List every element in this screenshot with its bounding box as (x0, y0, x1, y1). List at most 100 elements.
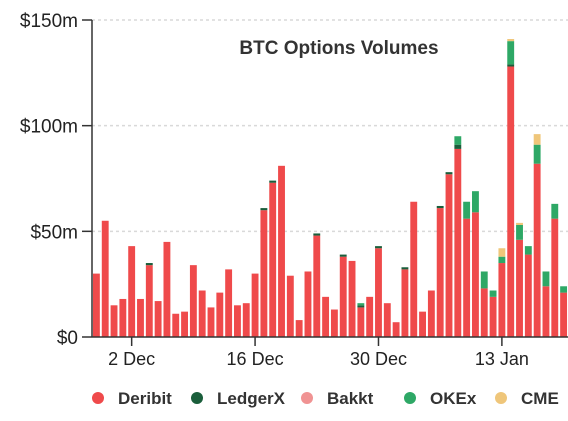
bar-ledgerx-32 (375, 246, 382, 249)
y-tick-label: $100m (20, 117, 78, 138)
legend-label-deribit: Deribit (118, 389, 172, 408)
bar-deribit-35 (401, 269, 409, 337)
bar-deribit-43 (472, 212, 479, 337)
bar-ledgerx-40 (445, 172, 453, 175)
legend-label-cme: CME (521, 389, 559, 408)
bar-okex-46 (498, 256, 506, 264)
bar-deribit-47 (507, 66, 515, 337)
chart-title: BTC Options Volumes (239, 38, 438, 59)
bars (92, 39, 568, 337)
bar-deribit-40 (445, 174, 453, 337)
bar-deribit-18 (251, 273, 259, 337)
bar-deribit-7 (154, 301, 162, 337)
bar-okex-51 (542, 271, 550, 287)
x-tick-label: 13 Jan (475, 349, 529, 369)
bar-ledgerx-41 (454, 144, 462, 149)
bar-okex-45 (489, 290, 497, 297)
bar-deribit-33 (383, 303, 391, 337)
bar-deribit-49 (524, 254, 532, 337)
bar-deribit-23 (295, 320, 303, 337)
x-tick-label: 16 Dec (227, 349, 284, 369)
x-tick-label: 2 Dec (108, 349, 155, 369)
bar-cme-50 (533, 134, 541, 145)
bar-deribit-5 (137, 298, 144, 337)
bar-okex-49 (524, 246, 532, 255)
bar-deribit-14 (216, 292, 224, 337)
bar-ledgerx-6 (145, 263, 153, 266)
bar-ledgerx-35 (401, 267, 409, 270)
y-axis: $0 $50m $100m $150m (20, 11, 93, 349)
bar-deribit-9 (172, 313, 180, 337)
bar-deribit-27 (330, 309, 338, 337)
bar-deribit-11 (189, 265, 197, 337)
bar-okex-52 (551, 203, 559, 219)
bar-deribit-36 (410, 201, 418, 337)
bar-deribit-6 (145, 265, 153, 337)
bar-deribit-44 (480, 288, 488, 337)
legend-label-okex: OKEx (430, 389, 477, 408)
bar-okex-53 (560, 286, 568, 293)
bar-deribit-25 (313, 235, 321, 337)
bar-deribit-29 (348, 260, 356, 337)
bar-deribit-34 (392, 322, 400, 337)
bar-deribit-0 (92, 273, 100, 337)
x-axis: 2 Dec 16 Dec 30 Dec 13 Jan (92, 336, 568, 369)
bar-deribit-4 (128, 246, 136, 337)
bar-cme-46 (498, 248, 506, 257)
bar-ledgerx-39 (436, 205, 444, 209)
bar-deribit-32 (375, 248, 382, 337)
bar-okex-44 (480, 271, 488, 289)
y-tick-label: $150m (20, 11, 78, 32)
grid (92, 19, 568, 233)
y-tick-label: $50m (30, 222, 78, 243)
bar-ledgerx-28 (339, 254, 347, 257)
bar-deribit-50 (533, 163, 541, 337)
bar-ledgerx-30 (357, 305, 365, 308)
bar-okex-47 (507, 41, 515, 65)
bar-deribit-42 (463, 218, 471, 337)
x-tick-label: 30 Dec (350, 349, 407, 369)
bar-okex-42 (463, 201, 471, 219)
bar-deribit-38 (427, 290, 435, 337)
bar-deribit-37 (419, 311, 426, 337)
bar-deribit-28 (339, 256, 347, 337)
bar-deribit-39 (436, 208, 444, 337)
bar-cme-47 (507, 39, 515, 42)
bar-deribit-17 (242, 303, 250, 337)
bar-deribit-8 (163, 241, 171, 337)
legend-label-ledgerx: LedgerX (217, 389, 286, 408)
bar-deribit-1 (101, 220, 109, 337)
bar-ledgerx-19 (260, 208, 268, 211)
bar-deribit-10 (181, 311, 188, 337)
bar-deribit-13 (207, 307, 215, 337)
legend-marker-ledgerx (191, 392, 203, 404)
bar-deribit-53 (560, 292, 568, 337)
bar-deribit-20 (269, 182, 277, 337)
bar-deribit-12 (198, 290, 206, 337)
legend-marker-cme (495, 392, 507, 404)
bar-deribit-48 (516, 239, 523, 337)
bar-deribit-15 (225, 269, 233, 337)
bar-deribit-24 (304, 271, 312, 337)
bar-deribit-3 (119, 298, 127, 337)
bar-deribit-30 (357, 307, 365, 337)
bar-ledgerx-47 (507, 64, 515, 67)
bar-deribit-51 (542, 286, 550, 337)
legend-marker-deribit (92, 392, 104, 404)
bar-ledgerx-25 (313, 233, 321, 236)
bar-deribit-26 (322, 296, 330, 337)
bar-deribit-22 (286, 275, 294, 337)
legend: Deribit LedgerX Bakkt OKEx CME (92, 389, 559, 408)
bar-deribit-41 (454, 148, 462, 337)
bar-deribit-31 (366, 296, 374, 337)
legend-label-bakkt: Bakkt (327, 389, 374, 408)
bar-deribit-46 (498, 263, 506, 337)
bar-okex-30 (357, 303, 365, 306)
bar-cme-48 (516, 222, 523, 225)
bar-deribit-19 (260, 210, 268, 337)
bar-okex-48 (516, 224, 523, 240)
legend-marker-okex (404, 392, 416, 404)
y-tick-label: $0 (57, 328, 78, 349)
legend-marker-bakkt (301, 392, 313, 404)
